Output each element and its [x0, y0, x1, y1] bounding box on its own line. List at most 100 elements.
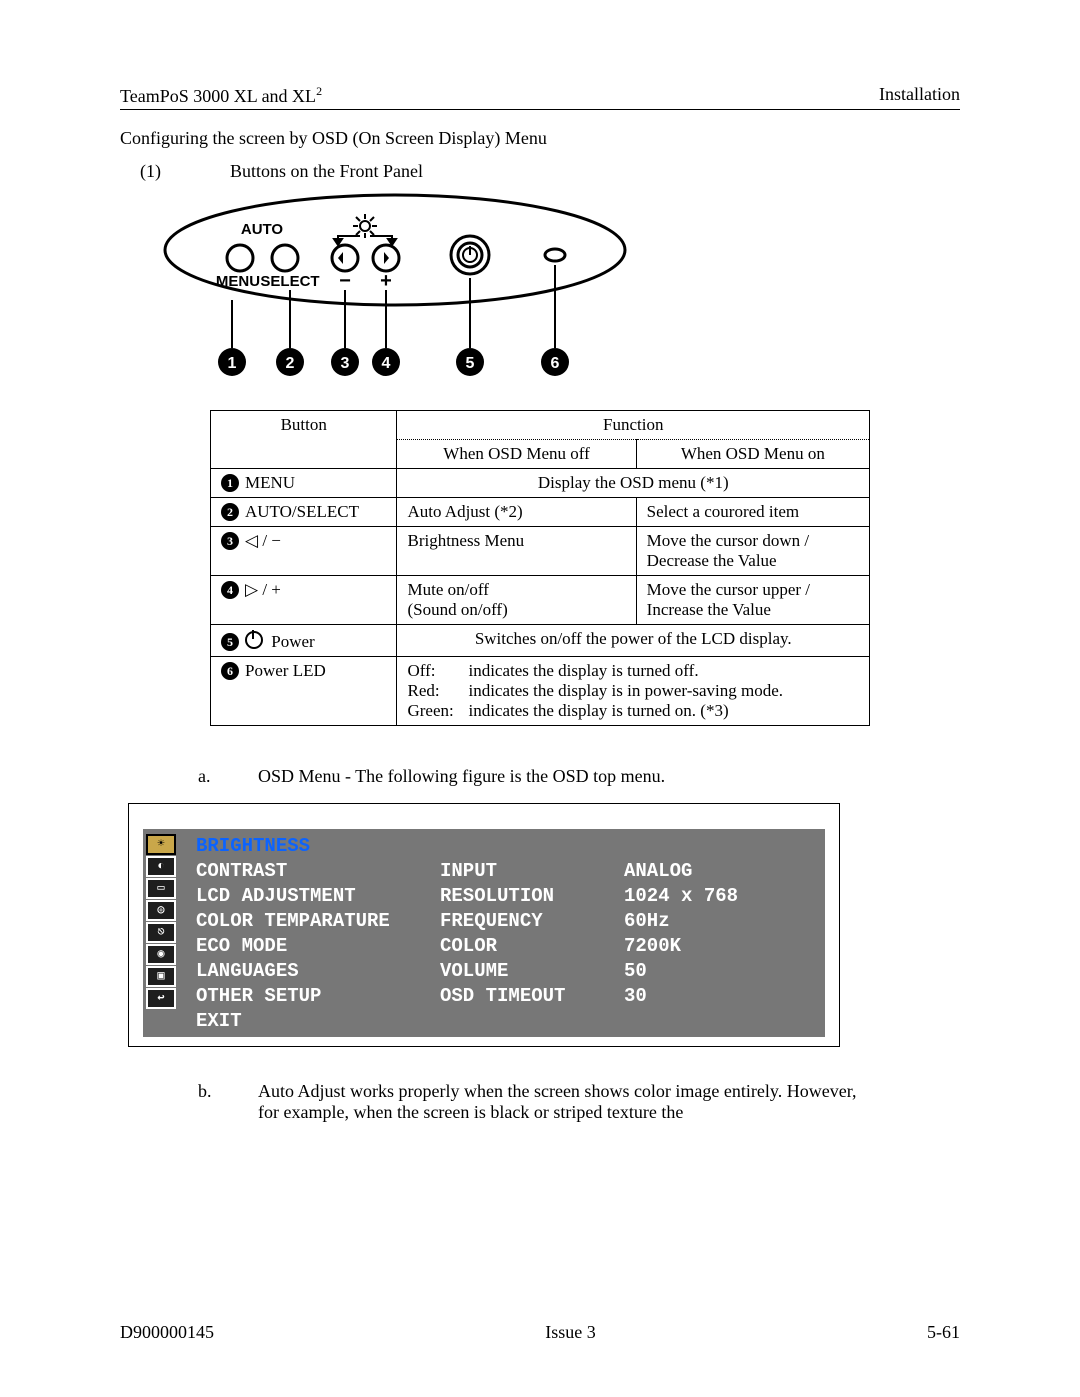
footer-center: Issue 3 — [545, 1322, 596, 1343]
row1-span: Display the OSD menu (*1) — [397, 469, 870, 498]
row3-off: Brightness Menu — [397, 527, 636, 576]
osd-left-0: BRIGHTNESS — [196, 834, 440, 859]
section-1-line: (1) Buttons on the Front Panel — [140, 161, 960, 182]
power-icon — [245, 631, 263, 649]
osd-icon-brightness: ☀ — [146, 834, 176, 855]
osd-icon-other: ▣ — [146, 966, 176, 987]
svg-text:AUTO: AUTO — [241, 221, 284, 238]
osd-mid-5: VOLUME — [440, 959, 624, 984]
page-header: TeamPoS 3000 XL and XL2 Installation — [120, 84, 960, 110]
osd-mid-7 — [440, 1009, 624, 1034]
osd-figure: ☀ ◐ ▭ ◎ ⎋ ◉ ▣ ↩ BRIGHTNESS CONTRAST LCD … — [128, 803, 840, 1047]
th-function: Function — [397, 411, 870, 440]
marker-icon: 1 — [221, 474, 239, 492]
osd-icon-languages: ◉ — [146, 944, 176, 965]
osd-left-7: EXIT — [196, 1009, 440, 1034]
sub-a-text: OSD Menu - The following figure is the O… — [258, 766, 665, 787]
intro-text: Configuring the screen by OSD (On Screen… — [120, 128, 960, 149]
th-on: When OSD Menu on — [636, 440, 869, 469]
osd-mid-4: COLOR — [440, 934, 624, 959]
row4-label: ▷ / + — [245, 580, 281, 599]
row5-label: Power — [271, 632, 314, 651]
header-left: TeamPoS 3000 XL and XL2 — [120, 84, 322, 107]
osd-icon-exit: ↩ — [146, 988, 176, 1009]
osd-left-4: ECO MODE — [196, 934, 440, 959]
osd-icon-column: ☀ ◐ ▭ ◎ ⎋ ◉ ▣ ↩ — [146, 834, 182, 1034]
row2-on: Select a courored item — [636, 498, 869, 527]
row2-label: AUTO/SELECT — [245, 502, 359, 521]
marker-icon: 3 — [221, 532, 239, 550]
osd-icon-colortemp: ◎ — [146, 900, 176, 921]
osd-left-1: CONTRAST — [196, 859, 440, 884]
svg-text:3: 3 — [341, 355, 350, 372]
header-left-text: TeamPoS 3000 XL and XL — [120, 86, 316, 106]
marker-icon: 5 — [221, 633, 239, 651]
osd-mid-3: FREQUENCY — [440, 909, 624, 934]
osd-left-5: LANGUAGES — [196, 959, 440, 984]
svg-text:+: + — [380, 270, 392, 292]
row1-btn: 1 MENU — [211, 469, 397, 498]
svg-text:SELECT: SELECT — [260, 273, 319, 290]
osd-icon-lcd: ▭ — [146, 878, 176, 899]
page-footer: D900000145 Issue 3 5-61 — [120, 1322, 960, 1343]
osd-right-1: ANALOG — [624, 859, 784, 884]
marker-icon: 6 — [221, 662, 239, 680]
sub-a-line: a. OSD Menu - The following figure is th… — [198, 766, 960, 787]
marker-icon: 4 — [221, 581, 239, 599]
osd-right-5: 50 — [624, 959, 784, 984]
front-panel-diagram: AUTO MENU SELECT − + 1 2 3 4 5 6 — [160, 190, 670, 380]
osd-mid-6: OSD TIMEOUT — [440, 984, 624, 1009]
osd-left-col: BRIGHTNESS CONTRAST LCD ADJUSTMENT COLOR… — [182, 834, 440, 1034]
th-off: When OSD Menu off — [397, 440, 636, 469]
led-green-v: indicates the display is turned on. (*3) — [468, 701, 859, 721]
row2-off: Auto Adjust (*2) — [397, 498, 636, 527]
osd-right-3: 60Hz — [624, 909, 784, 934]
row4-btn: 4 ▷ / + — [211, 576, 397, 625]
row3-btn: 3 ◁ / − — [211, 527, 397, 576]
sub-b-line: b. Auto Adjust works properly when the s… — [198, 1081, 960, 1123]
osd-right-4: 7200K — [624, 934, 784, 959]
svg-text:MENU: MENU — [216, 273, 260, 290]
osd-mid-0 — [440, 834, 624, 859]
sub-a-letter: a. — [198, 766, 258, 787]
row5-btn: 5 Power — [211, 625, 397, 657]
osd-mid-2: RESOLUTION — [440, 884, 624, 909]
osd-right-0 — [624, 834, 784, 859]
osd-left-3: COLOR TEMPARATURE — [196, 909, 440, 934]
row4-off: Mute on/off (Sound on/off) — [397, 576, 636, 625]
osd-right-6: 30 — [624, 984, 784, 1009]
led-green-k: Green: — [407, 701, 462, 721]
row3-label: ◁ / − — [245, 531, 281, 550]
led-red-k: Red: — [407, 681, 462, 701]
row5-span: Switches on/off the power of the LCD dis… — [397, 625, 870, 657]
section-1-number: (1) — [140, 161, 230, 182]
svg-text:2: 2 — [286, 355, 295, 372]
svg-text:5: 5 — [466, 355, 475, 372]
button-function-table: Button Function When OSD Menu off When O… — [210, 410, 870, 726]
row3-on: Move the cursor down / Decrease the Valu… — [636, 527, 869, 576]
osd-mid-1: INPUT — [440, 859, 624, 884]
header-right: Installation — [879, 84, 960, 107]
osd-icon-eco: ⎋ — [146, 922, 176, 943]
osd-left-2: LCD ADJUSTMENT — [196, 884, 440, 909]
row6-btn: 6Power LED — [211, 657, 397, 726]
header-left-sup: 2 — [316, 84, 322, 98]
marker-icon: 2 — [221, 503, 239, 521]
osd-mid-col: INPUT RESOLUTION FREQUENCY COLOR VOLUME … — [440, 834, 624, 1034]
osd-menu: ☀ ◐ ▭ ◎ ⎋ ◉ ▣ ↩ BRIGHTNESS CONTRAST LCD … — [143, 829, 825, 1037]
row4-on: Move the cursor upper / Increase the Val… — [636, 576, 869, 625]
osd-right-col: ANALOG 1024 x 768 60Hz 7200K 50 30 — [624, 834, 784, 1034]
svg-text:6: 6 — [551, 355, 560, 372]
footer-right: 5-61 — [927, 1322, 960, 1343]
sub-b-text: Auto Adjust works properly when the scre… — [258, 1081, 878, 1123]
footer-left: D900000145 — [120, 1322, 214, 1343]
row6-led: Off: indicates the display is turned off… — [397, 657, 870, 726]
led-off-v: indicates the display is turned off. — [468, 661, 859, 681]
led-off-k: Off: — [407, 661, 462, 681]
row1-label: MENU — [245, 473, 295, 492]
osd-right-2: 1024 x 768 — [624, 884, 784, 909]
svg-text:1: 1 — [228, 355, 237, 372]
led-red-v: indicates the display is in power-saving… — [468, 681, 859, 701]
osd-left-6: OTHER SETUP — [196, 984, 440, 1009]
row2-btn: 2 AUTO/SELECT — [211, 498, 397, 527]
